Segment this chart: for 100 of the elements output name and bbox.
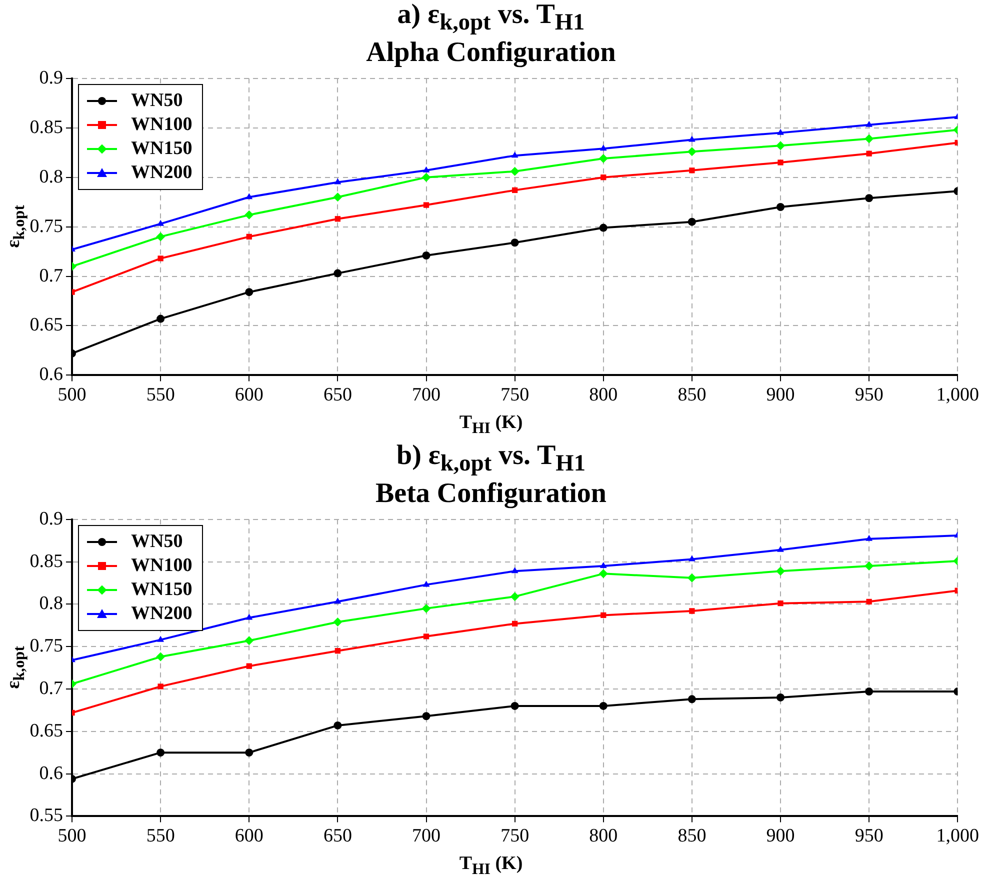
point [156, 748, 165, 757]
x-tick-label: 500 [58, 826, 86, 847]
x-tick-label: 750 [500, 826, 530, 847]
y-tick-label: 0.6 [39, 762, 63, 784]
point [687, 573, 696, 582]
point [156, 652, 166, 662]
y-tick-label: 0.65 [30, 314, 63, 336]
point [422, 712, 430, 720]
x-tick-label: 600 [234, 826, 264, 847]
x-tick-label: 550 [146, 384, 175, 406]
x-tick-label: 950 [854, 384, 884, 406]
point [777, 128, 784, 135]
point [865, 688, 874, 696]
point [422, 166, 430, 172]
point [598, 569, 608, 578]
y-tick-label: 0.65 [30, 720, 63, 742]
point [334, 598, 342, 604]
point [158, 684, 164, 690]
y-tick-label: 0.85 [30, 116, 63, 138]
point [864, 562, 874, 571]
legend-label: WN50 [131, 90, 183, 112]
point [776, 566, 785, 576]
point [157, 636, 164, 642]
point [600, 562, 607, 568]
y-tick-label: 0.8 [39, 166, 63, 188]
legend-label: WN150 [131, 579, 192, 602]
x-axis-title: T$_{HI}$ (K) [458, 412, 524, 438]
x-tick-label: 900 [766, 826, 795, 847]
y-tick-label: 0.85 [30, 550, 63, 572]
point [776, 141, 785, 150]
x-tick-label: 700 [412, 384, 440, 406]
point [510, 702, 519, 710]
point [245, 288, 254, 296]
chart-title: a) ε$_{k,opt}$ vs. T$_{H1}$ [397, 0, 585, 36]
point [334, 648, 341, 654]
y-tick-label: 0.7 [39, 265, 63, 286]
point [866, 598, 872, 604]
y-tick-label: 0.75 [30, 636, 63, 657]
point [334, 269, 342, 278]
point [157, 220, 164, 226]
point [423, 634, 430, 640]
x-tick-label: 700 [412, 826, 440, 847]
point [600, 144, 607, 151]
point [688, 136, 696, 142]
y-tick-label: 0.6 [39, 364, 63, 386]
x-tick-label: 650 [323, 384, 352, 406]
x-tick-label: 500 [58, 384, 86, 406]
point [334, 178, 342, 184]
point [246, 663, 252, 669]
y-tick-label: 0.55 [30, 805, 63, 826]
point [599, 224, 608, 232]
x-tick-label: 650 [323, 826, 352, 847]
point [778, 160, 784, 166]
point [864, 134, 874, 144]
y-tick-label: 0.7 [39, 678, 63, 699]
y-tick-label: 0.8 [39, 593, 63, 614]
point [246, 234, 252, 240]
point [688, 218, 696, 226]
y-tick-label: 0.9 [39, 67, 63, 88]
point [512, 620, 518, 627]
chart-subtitle: Beta Configuration [376, 478, 606, 509]
x-tick-label: 800 [589, 384, 618, 406]
legend-label: WN100 [131, 114, 192, 136]
point [244, 210, 254, 220]
x-tick-label: 1,000 [936, 384, 979, 406]
point [776, 693, 784, 702]
point [866, 120, 873, 127]
point [158, 256, 164, 262]
point [422, 251, 430, 260]
legend-label: WN200 [131, 162, 192, 184]
legend-label: WN200 [131, 603, 192, 626]
point [778, 600, 784, 606]
chart-subtitle: Alpha Configuration [366, 36, 616, 68]
point [510, 238, 519, 247]
y-tick-label: 0.75 [30, 216, 63, 237]
point [244, 636, 254, 646]
y-tick-label: 0.9 [39, 508, 63, 530]
chart-title: b) ε$_{k,opt}$ vs. T$_{H1}$ [396, 440, 586, 477]
point [246, 614, 253, 620]
point [866, 150, 872, 156]
point [334, 216, 341, 222]
point [156, 232, 166, 242]
point [156, 314, 165, 323]
point [599, 702, 608, 710]
point [422, 172, 431, 182]
point [422, 580, 430, 587]
point [689, 608, 695, 614]
point [687, 147, 696, 156]
x-axis-title: T$_{HI}$ (K) [458, 853, 524, 879]
point [688, 555, 696, 562]
point [600, 174, 606, 180]
x-tick-label: 800 [589, 826, 618, 847]
point [511, 567, 518, 574]
point [423, 202, 430, 208]
point [777, 546, 784, 552]
x-tick-label: 1,000 [936, 826, 979, 847]
legend-label: WN150 [131, 138, 192, 160]
point [866, 534, 873, 541]
point [776, 203, 784, 212]
x-tick-label: 600 [234, 384, 264, 406]
